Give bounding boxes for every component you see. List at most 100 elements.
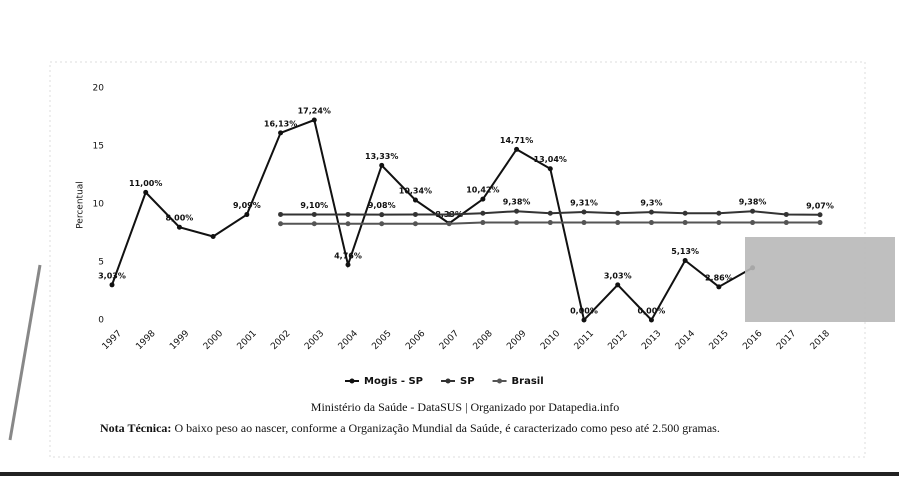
y-tick-label: 0	[98, 316, 104, 326]
data-label: 13,33%	[365, 152, 398, 161]
point	[446, 211, 452, 217]
data-label: 11,00%	[129, 179, 162, 188]
point	[278, 211, 284, 217]
data-label: 10,42%	[466, 186, 499, 195]
data-label: 10,34%	[399, 187, 432, 196]
point	[412, 221, 418, 227]
point	[581, 209, 587, 215]
y-tick-label: 15	[93, 142, 104, 152]
x-tick-label: 2012	[606, 329, 629, 352]
data-label: 9,10%	[300, 201, 328, 210]
x-tick-label: 2010	[539, 329, 562, 352]
point	[514, 220, 520, 226]
data-label: 9,08%	[368, 201, 396, 210]
point	[615, 282, 621, 288]
point	[345, 221, 351, 227]
point	[278, 221, 284, 227]
point	[581, 220, 587, 226]
point	[311, 117, 317, 123]
x-tick-label: 2016	[741, 329, 764, 352]
data-label: 16,13%	[264, 119, 297, 128]
point	[379, 221, 385, 227]
note-text: O baixo peso ao nascer, conforme a Organ…	[174, 421, 719, 435]
data-label: 9,3%	[640, 199, 662, 208]
data-label: 13,04%	[534, 155, 567, 164]
data-label: 0,00%	[570, 307, 598, 316]
point	[716, 210, 722, 216]
point	[109, 282, 115, 288]
note-label: Nota Técnica:	[100, 421, 171, 435]
point	[716, 284, 722, 290]
point	[379, 162, 385, 168]
point	[817, 212, 823, 218]
legend-entry: Brasil	[512, 376, 544, 387]
point	[446, 221, 452, 227]
data-label: 9,09%	[233, 201, 261, 210]
point	[615, 220, 621, 226]
x-tick-label: 2011	[573, 329, 596, 352]
data-label: 0,00%	[638, 307, 666, 316]
data-label: 2,86%	[705, 273, 733, 282]
x-tick-label: 2001	[236, 329, 259, 352]
point	[176, 224, 182, 230]
x-tick-label: 1997	[101, 329, 124, 352]
x-tick-label: 2018	[809, 329, 832, 352]
data-label: 3,03%	[98, 271, 126, 280]
point	[345, 211, 351, 217]
x-tick-label: 2002	[269, 329, 292, 352]
point	[514, 146, 520, 152]
legend-entry: SP	[460, 376, 475, 387]
x-tick-label: 2013	[640, 329, 663, 352]
point	[648, 220, 654, 226]
note: Nota Técnica: O baixo peso ao nascer, co…	[100, 421, 720, 435]
point	[480, 220, 486, 226]
data-label: 9,07%	[806, 201, 834, 210]
point	[379, 212, 385, 218]
point	[143, 189, 149, 195]
point	[311, 211, 317, 217]
x-tick-label: 2006	[404, 329, 427, 352]
point	[682, 257, 688, 263]
y-tick-label: 20	[93, 84, 105, 94]
y-tick-label: 10	[93, 200, 105, 210]
x-tick-label: 2000	[202, 329, 225, 352]
scan-mark	[8, 264, 42, 441]
x-tick-label: 2008	[472, 329, 495, 352]
legend-dot	[349, 378, 355, 384]
series-line	[111, 118, 754, 323]
x-tick-label: 2014	[674, 329, 697, 352]
point	[581, 317, 587, 323]
x-tick-label: 2007	[438, 329, 461, 352]
x-tick-label: 2009	[505, 329, 528, 352]
point	[750, 220, 756, 226]
data-label: 9,38%	[739, 198, 767, 207]
data-label: 14,71%	[500, 136, 533, 145]
data-label: 9,38%	[503, 198, 531, 207]
x-tick-label: 2017	[775, 329, 798, 352]
point	[615, 210, 621, 216]
y-axis-label: Percentual	[76, 181, 86, 229]
point	[783, 220, 789, 226]
point	[648, 317, 654, 323]
x-tick-label: 2015	[708, 329, 731, 352]
point	[278, 130, 284, 136]
scan-patch	[745, 237, 895, 322]
legend-dot	[445, 378, 451, 384]
data-label: 8,00%	[166, 214, 194, 223]
x-tick-label: 2004	[337, 329, 360, 352]
legend-dot	[497, 378, 503, 384]
point	[412, 197, 418, 203]
point	[547, 210, 553, 216]
point	[480, 196, 486, 202]
point	[547, 166, 553, 172]
point	[547, 220, 553, 226]
point	[783, 211, 789, 217]
x-tick-label: 2003	[303, 329, 326, 352]
point	[210, 233, 216, 239]
point	[648, 209, 654, 215]
point	[817, 220, 823, 226]
point	[514, 208, 520, 214]
point	[682, 210, 688, 216]
x-tick-label: 2005	[370, 329, 393, 352]
